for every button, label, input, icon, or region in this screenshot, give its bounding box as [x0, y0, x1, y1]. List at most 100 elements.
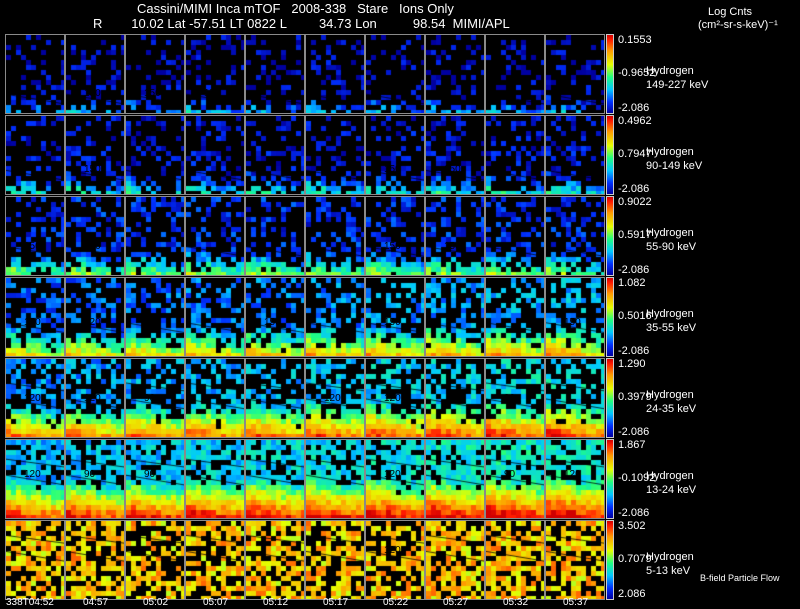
- contour-label: 90: [504, 469, 516, 480]
- image-panel: 120: [365, 520, 425, 600]
- contour-label: 150: [144, 88, 161, 99]
- pixel-image: [366, 116, 424, 194]
- image-panel: [185, 358, 245, 438]
- row-label: Hydrogen 90-149 keV: [646, 145, 702, 173]
- pixel-image: [546, 35, 604, 113]
- pixel-image: [6, 197, 64, 275]
- pixel-image: [366, 440, 424, 518]
- image-panel: 150: [365, 115, 425, 195]
- image-panel: [125, 520, 185, 600]
- image-panel: 150: [365, 196, 425, 276]
- colorbar-value-min: -2.086: [618, 507, 650, 519]
- image-panel: 150: [425, 196, 485, 276]
- contour-label: 120: [84, 317, 101, 328]
- pixel-image: [366, 197, 424, 275]
- image-panel: [125, 196, 185, 276]
- row-species: Hydrogen: [646, 227, 694, 239]
- colorbar-value-mid: -0.9652: [618, 67, 656, 79]
- pixel-image: [246, 116, 304, 194]
- row-energy: 5-13 keV: [646, 565, 691, 577]
- row-species: Hydrogen: [646, 308, 694, 320]
- image-panel: [485, 34, 545, 114]
- contour-label: 150: [144, 317, 161, 328]
- pixel-image: [366, 278, 424, 356]
- image-panel: 150: [245, 277, 305, 357]
- image-panel: [305, 520, 365, 600]
- image-panel: [245, 520, 305, 600]
- pixel-image: [306, 521, 364, 599]
- colorbar-value-max: 0.9022: [618, 196, 652, 208]
- image-panel: 90: [65, 439, 125, 519]
- image-panel: 150: [125, 34, 185, 114]
- row-label: Hydrogen 149-227 keV: [646, 64, 708, 92]
- image-panel: [245, 358, 305, 438]
- colorbar-value-min: -2.086: [618, 102, 650, 114]
- time-tick: 338T04:52: [6, 597, 54, 608]
- row-label: Hydrogen 55-90 keV: [646, 226, 696, 254]
- image-grid: 150 150 150 150 150 150 150 150 150 150 150 150 120 1…: [5, 34, 605, 600]
- colorbar: [606, 277, 614, 357]
- pixel-image: [126, 440, 184, 518]
- pixel-image: [426, 521, 484, 599]
- row-species: Hydrogen: [646, 389, 694, 401]
- pixel-image: [486, 440, 544, 518]
- pixel-image: [246, 35, 304, 113]
- row-species: Hydrogen: [646, 470, 694, 482]
- contour-label: 120: [24, 469, 41, 480]
- colorbar-value-min: -2.086: [618, 183, 650, 195]
- image-panel: 150: [65, 115, 125, 195]
- image-panel: [425, 439, 485, 519]
- contour-label: 120: [84, 393, 101, 404]
- ephemeris-line: R 10.02 Lat -57.51 LT 0822 L 34.73 Lon 9…: [93, 16, 510, 31]
- pixel-image: [246, 359, 304, 437]
- colorbar-value-mid: 0.5016: [618, 310, 652, 322]
- image-panel: [485, 520, 545, 600]
- pixel-image: [546, 521, 604, 599]
- pixel-image: [546, 278, 604, 356]
- image-panel: 120: [305, 358, 365, 438]
- pixel-image: [486, 278, 544, 356]
- pixel-image: [366, 35, 424, 113]
- pixel-image: [66, 116, 124, 194]
- pixel-image: [186, 359, 244, 437]
- pixel-image: [366, 359, 424, 437]
- pixel-image: [66, 440, 124, 518]
- image-panel: [185, 520, 245, 600]
- pixel-image: [246, 278, 304, 356]
- image-panel: [65, 520, 125, 600]
- pixel-image: [66, 35, 124, 113]
- row-species: Hydrogen: [646, 65, 694, 77]
- colorbar-value-mid: 0.5917: [618, 229, 652, 241]
- image-panel: [305, 34, 365, 114]
- pixel-image: [486, 116, 544, 194]
- image-panel: [545, 196, 605, 276]
- contour-label: 150: [24, 317, 41, 328]
- pixel-image: [366, 521, 424, 599]
- pixel-image: [426, 278, 484, 356]
- row-label: Hydrogen 13-24 keV: [646, 469, 696, 497]
- colorbar: [606, 34, 614, 114]
- pixel-image: [186, 116, 244, 194]
- image-panel: 150: [185, 34, 245, 114]
- row-energy: 55-90 keV: [646, 241, 697, 253]
- colorbar-title: Log Cnts: [708, 6, 753, 18]
- contour-label: 90: [504, 393, 516, 404]
- image-panel: 120: [5, 439, 65, 519]
- pixel-image: [306, 197, 364, 275]
- contour-label: 120: [384, 393, 401, 404]
- image-panel: 120: [365, 358, 425, 438]
- pixel-image: [126, 35, 184, 113]
- pixel-image: [6, 359, 64, 437]
- image-panel: 120: [5, 358, 65, 438]
- image-panel: [5, 34, 65, 114]
- time-tick: 05:22: [383, 597, 409, 608]
- colorbar-value-mid: 0.7079: [618, 553, 652, 565]
- row-energy: 149-227 keV: [646, 79, 709, 91]
- row-species: Hydrogen: [646, 146, 694, 158]
- pixel-image: [306, 35, 364, 113]
- pixel-image: [426, 116, 484, 194]
- image-panel: [5, 520, 65, 600]
- image-panel: [305, 439, 365, 519]
- row-label: Hydrogen 5-13 keV: [646, 550, 694, 578]
